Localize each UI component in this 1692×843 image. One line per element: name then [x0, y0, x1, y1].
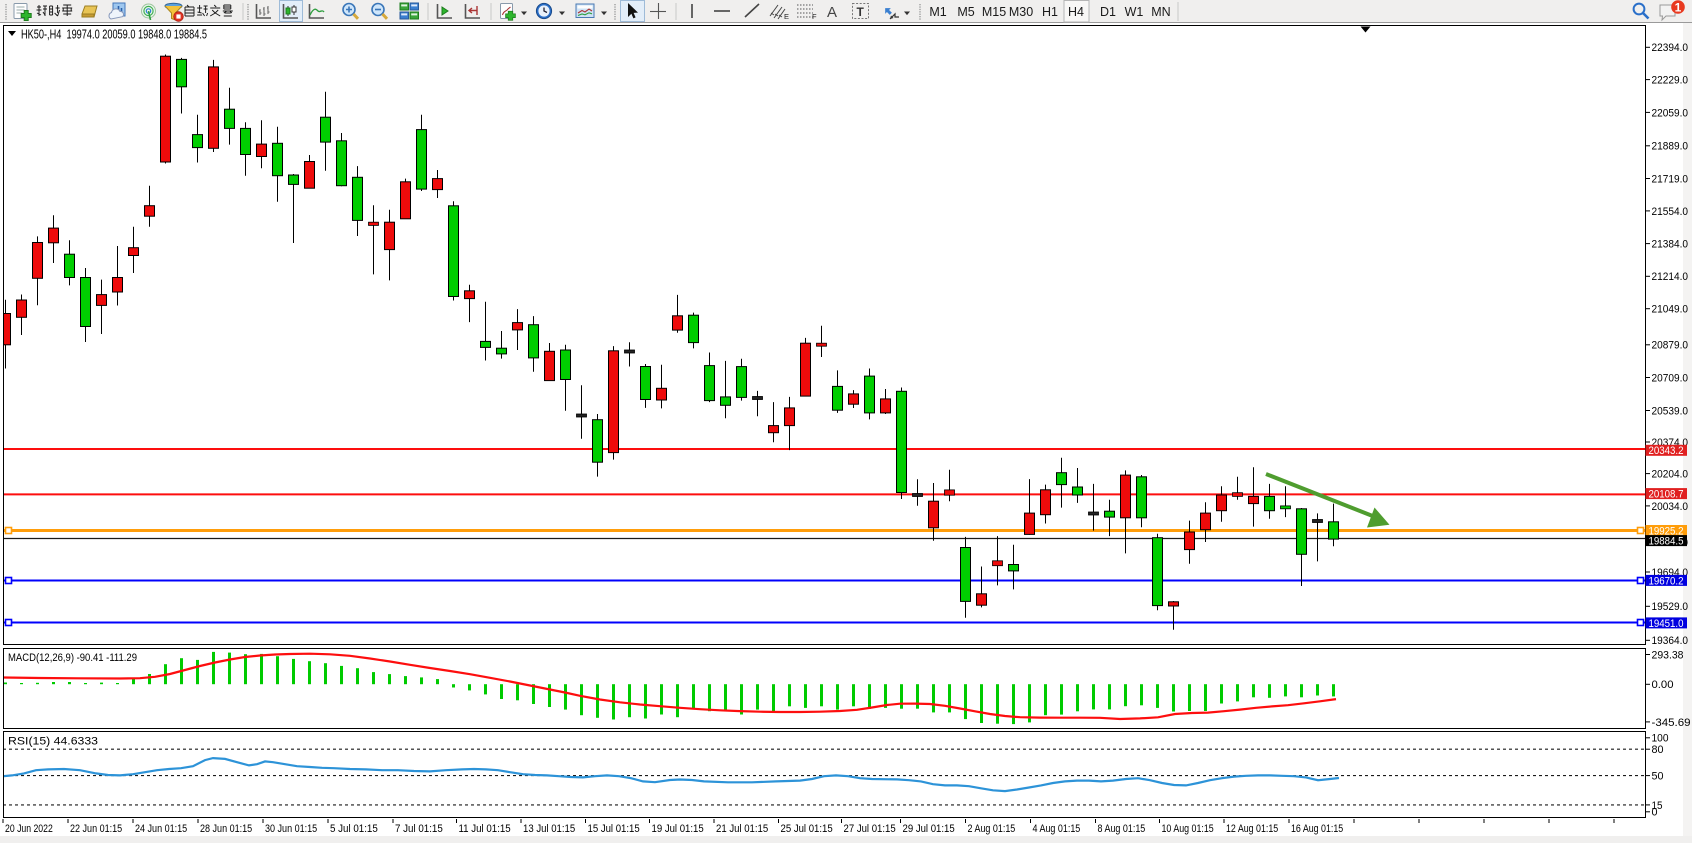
svg-text:0.00: 0.00: [1652, 679, 1674, 691]
svg-text:21 Jul 01:15: 21 Jul 01:15: [716, 823, 768, 835]
svg-text:24 Jun 01:15: 24 Jun 01:15: [135, 823, 187, 835]
svg-text:8 Aug 01:15: 8 Aug 01:15: [1098, 823, 1146, 835]
svg-text:20108.7: 20108.7: [1649, 489, 1684, 501]
svg-text:22394.0: 22394.0: [1652, 42, 1689, 54]
svg-text:W1: W1: [1125, 5, 1144, 19]
svg-text:MACD(12,26,9) -90.41 -111.29: MACD(12,26,9) -90.41 -111.29: [8, 652, 137, 664]
svg-text:-345.69: -345.69: [1652, 717, 1691, 729]
svg-text:20343.2: 20343.2: [1649, 445, 1684, 457]
svg-text:M1: M1: [929, 5, 946, 19]
svg-text:22 Jun 01:15: 22 Jun 01:15: [70, 823, 122, 835]
svg-text:M30: M30: [1009, 5, 1033, 19]
svg-text:50: 50: [1652, 771, 1664, 783]
svg-text:H4: H4: [1068, 5, 1084, 19]
svg-text:7 Jul 01:15: 7 Jul 01:15: [395, 823, 443, 835]
svg-text:28 Jun 01:15: 28 Jun 01:15: [200, 823, 252, 835]
svg-text:20 Jun 2022: 20 Jun 2022: [5, 823, 53, 835]
svg-text:19 Jul 01:15: 19 Jul 01:15: [652, 823, 704, 835]
svg-text:10 Aug 01:15: 10 Aug 01:15: [1162, 823, 1214, 835]
svg-text:100: 100: [1652, 733, 1669, 745]
svg-text:19884.5: 19884.5: [1649, 536, 1684, 548]
svg-text:D1: D1: [1100, 5, 1116, 19]
svg-text:21889.0: 21889.0: [1652, 141, 1689, 153]
svg-text:13 Jul 01:15: 13 Jul 01:15: [523, 823, 575, 835]
svg-text:A: A: [827, 4, 837, 21]
svg-text:15: 15: [1652, 800, 1663, 812]
svg-text:21214.0: 21214.0: [1652, 271, 1689, 283]
svg-text:30 Jun 01:15: 30 Jun 01:15: [265, 823, 317, 835]
svg-text:1: 1: [1675, 0, 1682, 14]
svg-text:19670.2: 19670.2: [1649, 575, 1684, 587]
svg-text:H1: H1: [1042, 5, 1058, 19]
svg-text:M15: M15: [982, 5, 1006, 19]
svg-text:19925.2: 19925.2: [1649, 525, 1684, 537]
svg-text:12 Aug 01:15: 12 Aug 01:15: [1226, 823, 1278, 835]
svg-text:20034.0: 20034.0: [1652, 501, 1689, 513]
svg-text:293.38: 293.38: [1652, 649, 1684, 661]
svg-text:M5: M5: [957, 5, 974, 19]
svg-text:5 Jul 01:15: 5 Jul 01:15: [330, 823, 378, 835]
svg-text:11 Jul 01:15: 11 Jul 01:15: [459, 823, 511, 835]
svg-text:21554.0: 21554.0: [1652, 206, 1689, 218]
svg-text:22059.0: 22059.0: [1652, 107, 1689, 119]
svg-text:20204.0: 20204.0: [1652, 469, 1689, 481]
svg-text:T: T: [857, 5, 865, 19]
svg-text:MN: MN: [1151, 5, 1170, 19]
svg-text:RSI(15) 44.6333: RSI(15) 44.6333: [8, 736, 98, 748]
svg-text:21719.0: 21719.0: [1652, 173, 1689, 185]
svg-text:20709.0: 20709.0: [1652, 372, 1689, 384]
svg-text:E: E: [784, 12, 789, 21]
svg-text:0: 0: [1652, 807, 1658, 819]
svg-text:21049.0: 21049.0: [1652, 304, 1689, 316]
svg-text:22229.0: 22229.0: [1652, 75, 1689, 87]
svg-text:4 Aug 01:15: 4 Aug 01:15: [1033, 823, 1081, 835]
svg-text:20879.0: 20879.0: [1652, 340, 1689, 352]
svg-text:19529.0: 19529.0: [1652, 601, 1689, 613]
svg-text:19451.0: 19451.0: [1649, 618, 1684, 630]
svg-text:21384.0: 21384.0: [1652, 239, 1689, 251]
svg-text:F: F: [812, 12, 817, 21]
svg-text:25 Jul 01:15: 25 Jul 01:15: [781, 823, 833, 835]
svg-text:20539.0: 20539.0: [1652, 405, 1689, 417]
svg-text:29 Jul 01:15: 29 Jul 01:15: [903, 823, 955, 835]
svg-text:19364.0: 19364.0: [1652, 635, 1689, 647]
svg-text:15 Jul 01:15: 15 Jul 01:15: [588, 823, 640, 835]
svg-text:16 Aug 01:15: 16 Aug 01:15: [1291, 823, 1343, 835]
svg-text:80: 80: [1652, 744, 1664, 756]
svg-text:27 Jul 01:15: 27 Jul 01:15: [844, 823, 896, 835]
svg-text:HK50-,H4 19974.0 20059.0 1984: HK50-,H4 19974.0 20059.0 19848.0 19884.5: [21, 28, 207, 42]
svg-text:2 Aug 01:15: 2 Aug 01:15: [968, 823, 1016, 835]
